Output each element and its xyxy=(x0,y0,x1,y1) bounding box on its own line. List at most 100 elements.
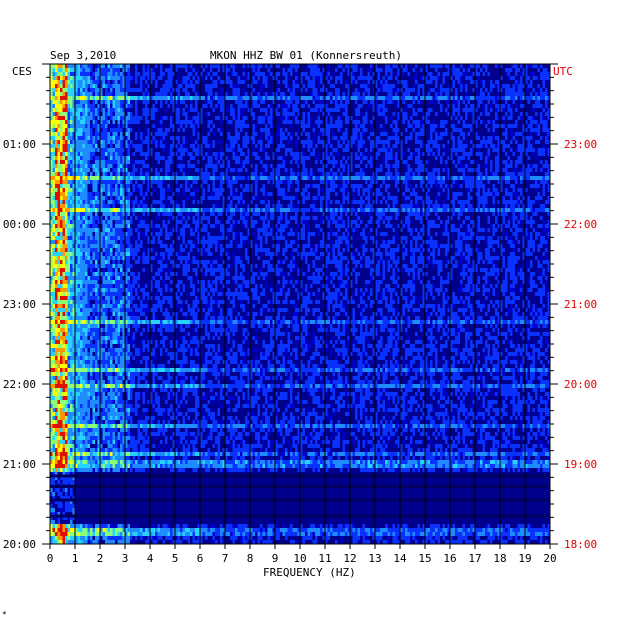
spectral-cell xyxy=(525,112,528,116)
spectral-cell xyxy=(267,68,270,72)
spectral-cell xyxy=(142,132,145,136)
spectral-cell xyxy=(85,196,88,200)
spectral-cell xyxy=(115,216,118,220)
spectral-cell xyxy=(385,88,388,92)
spectral-cell xyxy=(65,120,68,124)
spectral-cell xyxy=(192,164,195,168)
spectral-cell xyxy=(440,120,443,124)
spectral-cell xyxy=(210,100,213,104)
spectral-cell xyxy=(335,208,338,212)
spectral-cell xyxy=(222,176,225,180)
spectral-cell xyxy=(220,192,223,196)
spectral-cell xyxy=(300,120,303,124)
spectral-cell xyxy=(377,136,380,140)
spectral-cell xyxy=(385,100,388,104)
spectral-cell xyxy=(240,148,243,152)
spectral-cell xyxy=(277,188,280,192)
spectral-cell xyxy=(545,140,548,144)
spectral-cell xyxy=(347,156,350,160)
spectral-cell xyxy=(187,92,190,96)
spectral-cell xyxy=(225,208,228,212)
spectral-cell xyxy=(357,156,360,160)
spectral-cell xyxy=(342,104,345,108)
spectral-cell xyxy=(300,92,303,96)
spectral-cell xyxy=(460,160,463,164)
spectral-cell xyxy=(50,180,53,184)
spectral-cell xyxy=(92,188,95,192)
spectral-cell xyxy=(235,140,238,144)
spectral-cell xyxy=(330,212,333,216)
spectral-cell xyxy=(260,84,263,88)
spectral-cell xyxy=(300,220,303,224)
spectral-cell xyxy=(160,176,163,180)
spectral-cell xyxy=(60,148,63,152)
spectral-cell xyxy=(292,116,295,120)
spectral-cell xyxy=(120,108,123,112)
spectral-cell xyxy=(295,196,298,200)
spectral-cell xyxy=(477,64,480,68)
spectral-cell xyxy=(92,152,95,156)
spectral-cell xyxy=(460,176,463,180)
spectral-cell xyxy=(140,80,143,84)
spectral-cell xyxy=(80,128,83,132)
spectral-cell xyxy=(245,212,248,216)
spectral-cell xyxy=(75,180,78,184)
spectral-cell xyxy=(170,68,173,72)
spectral-cell xyxy=(50,184,53,188)
spectral-cell xyxy=(380,132,383,136)
spectral-cell xyxy=(290,176,293,180)
spectral-cell xyxy=(522,168,525,172)
spectral-cell xyxy=(370,96,373,100)
spectral-cell xyxy=(242,92,245,96)
spectral-cell xyxy=(100,116,103,120)
spectral-cell xyxy=(155,108,158,112)
spectral-cell xyxy=(127,164,130,168)
spectral-cell xyxy=(120,180,123,184)
spectral-cell xyxy=(160,144,163,148)
spectral-cell xyxy=(512,188,515,192)
spectral-cell xyxy=(340,172,343,176)
spectral-cell xyxy=(117,196,120,200)
spectral-cell xyxy=(365,148,368,152)
spectral-cell xyxy=(265,216,268,220)
spectral-cell xyxy=(90,96,93,100)
spectral-cell xyxy=(545,88,548,92)
spectral-cell xyxy=(167,96,170,100)
spectral-cell xyxy=(257,64,260,68)
spectral-cell xyxy=(82,132,85,136)
spectral-cell xyxy=(225,92,228,96)
spectral-cell xyxy=(437,176,440,180)
spectral-cell xyxy=(290,216,293,220)
spectral-cell xyxy=(142,76,145,80)
spectral-cell xyxy=(370,176,373,180)
spectral-cell xyxy=(292,96,295,100)
spectral-cell xyxy=(405,88,408,92)
spectral-cell xyxy=(540,76,543,80)
spectral-cell xyxy=(485,156,488,160)
spectral-cell xyxy=(150,192,153,196)
spectral-cell xyxy=(395,64,398,68)
spectral-cell xyxy=(545,148,548,152)
spectral-cell xyxy=(390,176,393,180)
spectral-cell xyxy=(542,180,545,184)
spectral-cell xyxy=(527,84,530,88)
spectral-cell xyxy=(130,160,133,164)
spectral-cell xyxy=(77,196,80,200)
spectral-cell xyxy=(57,180,60,184)
spectral-cell xyxy=(360,160,363,164)
spectral-cell xyxy=(227,160,230,164)
spectral-cell xyxy=(167,216,170,220)
spectral-cell xyxy=(72,172,75,176)
spectral-cell xyxy=(95,132,98,136)
spectral-cell xyxy=(487,120,490,124)
spectral-cell xyxy=(125,220,128,224)
spectral-cell xyxy=(457,140,460,144)
spectral-cell xyxy=(375,104,378,108)
spectral-cell xyxy=(295,180,298,184)
spectral-cell xyxy=(397,176,400,180)
spectral-cell xyxy=(165,212,168,216)
spectral-cell xyxy=(247,76,250,80)
spectral-cell xyxy=(117,100,120,104)
spectral-cell xyxy=(237,104,240,108)
